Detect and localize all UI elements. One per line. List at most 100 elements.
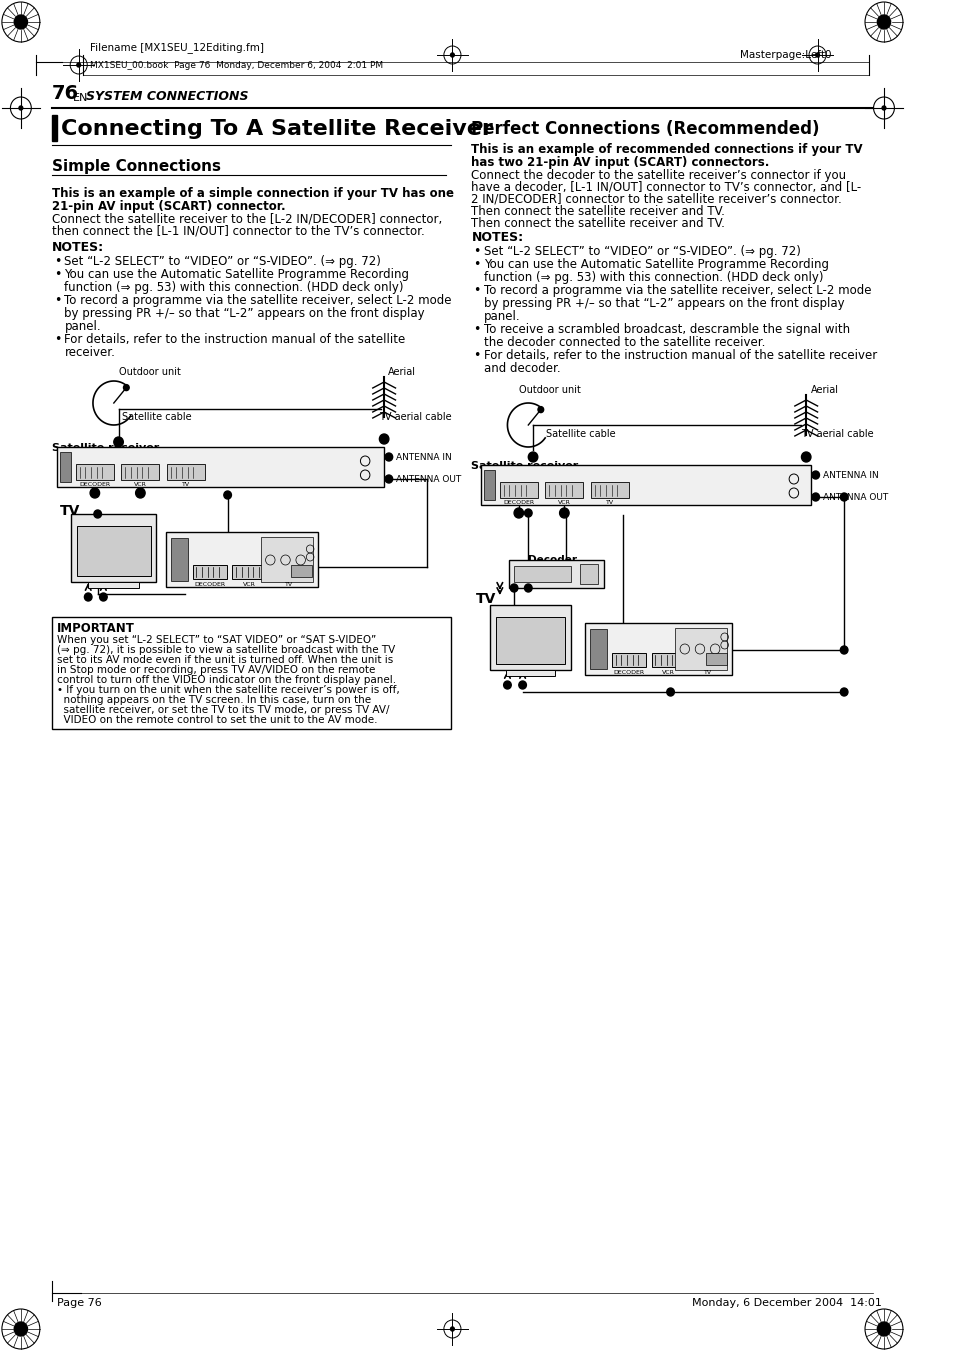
Circle shape xyxy=(518,681,526,689)
Bar xyxy=(171,538,188,581)
Circle shape xyxy=(379,434,389,444)
Text: TV: TV xyxy=(60,504,80,517)
Text: MX1SEU_00.book  Page 76  Monday, December 6, 2004  2:01 PM: MX1SEU_00.book Page 76 Monday, December … xyxy=(90,61,383,69)
Bar xyxy=(480,465,810,505)
Text: •: • xyxy=(54,332,61,346)
Text: IMPORTANT: IMPORTANT xyxy=(57,621,134,635)
Circle shape xyxy=(510,584,517,592)
Text: TV aerial cable: TV aerial cable xyxy=(379,412,452,422)
Circle shape xyxy=(450,53,454,57)
Circle shape xyxy=(840,493,847,501)
Text: Connect the decoder to the satellite receiver’s connector if you: Connect the decoder to the satellite rec… xyxy=(471,169,845,182)
Bar xyxy=(71,513,156,582)
Text: TV: TV xyxy=(476,592,496,607)
Bar xyxy=(260,536,313,582)
Text: DECODER: DECODER xyxy=(193,582,225,586)
Bar xyxy=(509,561,603,588)
Text: panel.: panel. xyxy=(65,320,101,332)
Text: For details, refer to the instruction manual of the satellite receiver: For details, refer to the instruction ma… xyxy=(483,349,876,362)
Text: Satellite receiver: Satellite receiver xyxy=(52,443,159,453)
Bar xyxy=(490,605,571,670)
Text: ANTENNA IN: ANTENNA IN xyxy=(396,453,452,462)
Bar xyxy=(193,565,227,580)
Text: •: • xyxy=(473,323,480,336)
Text: VCR: VCR xyxy=(133,482,147,486)
Text: Set “L-2 SELECT” to “VIDEO” or “S-VIDEO”. (⇒ pg. 72): Set “L-2 SELECT” to “VIDEO” or “S-VIDEO”… xyxy=(483,245,800,258)
Text: Satellite cable: Satellite cable xyxy=(122,412,192,422)
Bar xyxy=(291,565,312,577)
Text: VIDEO on the remote control to set the unit to the AV mode.: VIDEO on the remote control to set the u… xyxy=(57,715,377,725)
Text: 21-pin AV input (SCART) connector.: 21-pin AV input (SCART) connector. xyxy=(52,200,286,213)
Text: TV aerial cable: TV aerial cable xyxy=(801,430,873,439)
Circle shape xyxy=(840,688,847,696)
Text: nothing appears on the TV screen. In this case, turn on the: nothing appears on the TV screen. In thi… xyxy=(57,694,371,705)
Bar xyxy=(121,463,159,480)
Circle shape xyxy=(877,15,890,28)
Circle shape xyxy=(559,508,569,517)
Bar xyxy=(57,447,384,486)
Circle shape xyxy=(14,15,28,28)
Circle shape xyxy=(224,490,232,499)
Bar xyxy=(52,617,450,730)
Text: Masterpage:Left0: Masterpage:Left0 xyxy=(739,50,830,59)
Text: Decoder: Decoder xyxy=(528,555,577,565)
Bar xyxy=(584,623,732,676)
Circle shape xyxy=(84,593,91,601)
Text: •: • xyxy=(473,284,480,297)
Circle shape xyxy=(450,1327,454,1331)
Text: You can use the Automatic Satellite Programme Recording: You can use the Automatic Satellite Prog… xyxy=(483,258,828,272)
Text: VCR: VCR xyxy=(243,582,255,586)
Circle shape xyxy=(135,488,145,499)
Text: To receive a scrambled broadcast, descramble the signal with: To receive a scrambled broadcast, descra… xyxy=(483,323,849,336)
Text: DECODER: DECODER xyxy=(503,500,534,505)
Text: TV: TV xyxy=(285,582,293,586)
Circle shape xyxy=(93,509,101,517)
Text: For details, refer to the instruction manual of the satellite: For details, refer to the instruction ma… xyxy=(65,332,405,346)
Text: •: • xyxy=(473,245,480,258)
Circle shape xyxy=(882,105,885,109)
Text: VCR: VCR xyxy=(661,670,675,676)
Text: To record a programme via the satellite receiver, select L-2 mode: To record a programme via the satellite … xyxy=(483,284,870,297)
Circle shape xyxy=(123,385,129,390)
Text: in Stop mode or recording, press TV AV/VIDEO on the remote: in Stop mode or recording, press TV AV/V… xyxy=(57,665,375,676)
Text: To record a programme via the satellite receiver, select L-2 mode: To record a programme via the satellite … xyxy=(65,295,452,307)
Text: function (⇒ pg. 53) with this connection. (HDD deck only): function (⇒ pg. 53) with this connection… xyxy=(483,272,822,284)
Bar xyxy=(272,565,306,580)
Text: •: • xyxy=(54,267,61,281)
Text: DECODER: DECODER xyxy=(79,482,111,486)
Bar xyxy=(691,653,725,667)
Text: Then connect the satellite receiver and TV.: Then connect the satellite receiver and … xyxy=(471,218,724,230)
Text: Filename [MX1SEU_12Editing.fm]: Filename [MX1SEU_12Editing.fm] xyxy=(90,42,264,54)
Circle shape xyxy=(524,584,532,592)
Bar xyxy=(579,563,597,584)
Text: •: • xyxy=(473,258,480,272)
Bar xyxy=(499,482,537,499)
Text: Connect the satellite receiver to the [L-2 IN/DECODER] connector,: Connect the satellite receiver to the [L… xyxy=(52,213,442,226)
Circle shape xyxy=(815,53,819,57)
Text: VCR: VCR xyxy=(558,500,570,505)
Circle shape xyxy=(811,471,819,480)
Circle shape xyxy=(385,476,393,484)
Text: Page 76: Page 76 xyxy=(57,1298,102,1308)
Circle shape xyxy=(19,105,23,109)
Text: •: • xyxy=(54,255,61,267)
Bar xyxy=(52,115,57,141)
Circle shape xyxy=(113,436,123,447)
Text: set to its AV mode even if the unit is turned off. When the unit is: set to its AV mode even if the unit is t… xyxy=(57,655,393,665)
Circle shape xyxy=(524,509,532,517)
Text: NOTES:: NOTES: xyxy=(471,231,523,245)
Text: Outdoor unit: Outdoor unit xyxy=(118,367,180,377)
Text: receiver.: receiver. xyxy=(65,346,115,359)
Text: EN: EN xyxy=(73,93,89,103)
Text: Satellite receiver: Satellite receiver xyxy=(471,461,578,471)
Bar xyxy=(496,617,565,663)
Text: Monday, 6 December 2004  14:01: Monday, 6 December 2004 14:01 xyxy=(692,1298,882,1308)
Text: •: • xyxy=(473,349,480,362)
Circle shape xyxy=(503,681,511,689)
Bar xyxy=(675,628,727,670)
Circle shape xyxy=(77,63,81,68)
Circle shape xyxy=(811,493,819,501)
Text: When you set “L-2 SELECT” to “SAT VIDEO” or “SAT S-VIDEO”: When you set “L-2 SELECT” to “SAT VIDEO”… xyxy=(57,635,375,644)
Text: control to turn off the VIDEO indicator on the front display panel.: control to turn off the VIDEO indicator … xyxy=(57,676,395,685)
Text: Aerial: Aerial xyxy=(810,385,838,394)
